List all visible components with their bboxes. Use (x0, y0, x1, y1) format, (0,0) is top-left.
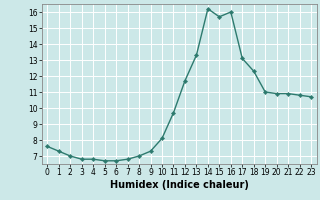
X-axis label: Humidex (Indice chaleur): Humidex (Indice chaleur) (110, 180, 249, 190)
